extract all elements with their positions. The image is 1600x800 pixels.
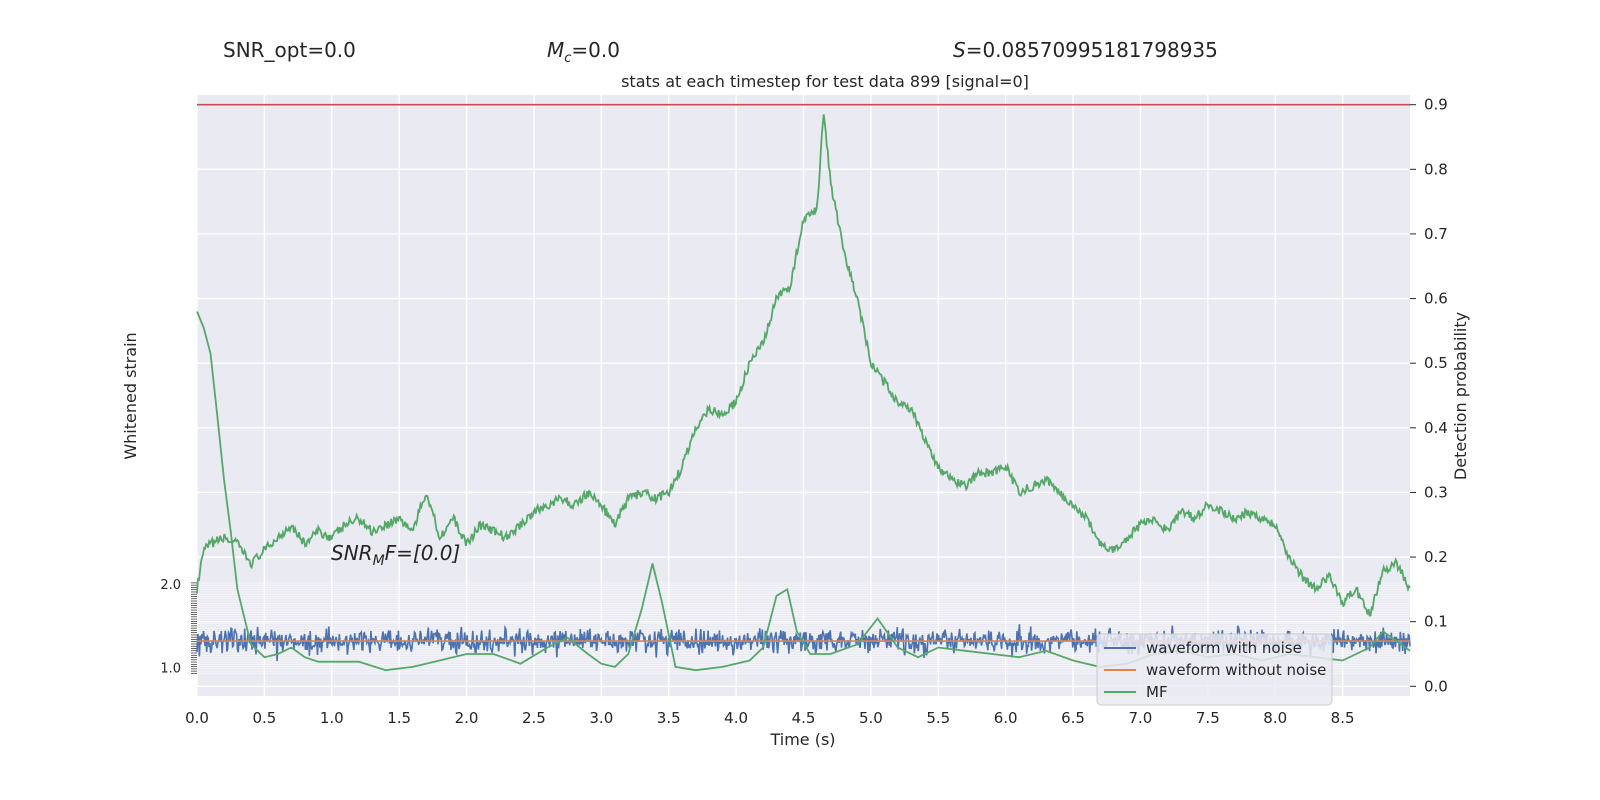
y-axis-label-left: Whitened strain [121,332,140,459]
strain-axis: 2.0 1.0 [160,578,1410,676]
legend: waveform with noise waveform without noi… [1096,633,1333,706]
y-axis-right: 0.0 0.1 0.2 0.3 0.4 0.5 0.6 0.7 0.8 0.9 [1410,96,1448,695]
x-tick-label: 4.5 [792,709,816,727]
y-tick-label: 0.9 [1424,96,1448,114]
x-tick-label: 4.0 [724,709,748,727]
chirp-mass-symbol: M [547,38,565,62]
x-tick-label: 7.0 [1129,709,1153,727]
x-tick-label: 5.5 [926,709,950,727]
chirp-mass-subscript: c [564,51,572,66]
x-tick-label: 8.5 [1331,709,1355,727]
legend-box [1096,633,1333,706]
y-axis-label-right: Detection probability [1451,312,1470,480]
s-symbol: S [953,38,966,62]
chirp-mass-label: Mc=0.0 [547,38,620,66]
x-tick-label: 6.5 [1061,709,1085,727]
strain-tick-top: 2.0 [160,578,181,593]
x-tick-label: 2.5 [522,709,546,727]
s-statistic-label: S=0.08570995181798935 [953,38,1218,62]
chirp-mass-value: =0.0 [571,38,620,62]
y-tick-label: 0.4 [1424,419,1448,437]
x-tick-label: 0.5 [252,709,276,727]
snr-mf-annotation: SNRMF=[0.0] [331,541,460,569]
strain-tick-bottom: 1.0 [160,661,181,676]
y-tick-label: 0.3 [1424,483,1448,501]
x-tick-label: 8.0 [1263,709,1287,727]
x-tick-label: 1.0 [320,709,344,727]
y-tick-label: 0.2 [1424,548,1448,566]
x-tick-label: 3.0 [589,709,613,727]
x-tick-label: 1.5 [387,709,411,727]
y-tick-label: 0.8 [1424,160,1448,178]
snr-opt-label: SNR_opt=0.0 [223,38,356,62]
detection-probability-line [196,114,1411,617]
y-tick-label: 0.0 [1424,677,1448,695]
snr-mf-sub: M [373,553,385,569]
s-value: =0.08570995181798935 [965,38,1218,62]
chart-title: stats at each timestep for test data 899… [621,72,1029,91]
snr-mf-base: SNR [331,541,373,565]
legend-label-mf: MF [1146,683,1168,701]
x-tick-label: 6.0 [994,709,1018,727]
legend-label-clean: waveform without noise [1146,661,1326,679]
snr-mf-rest: F=[0.0] [385,541,461,565]
y-tick-label: 0.7 [1424,225,1448,243]
x-tick-label: 2.0 [455,709,479,727]
x-tick-label: 5.0 [859,709,883,727]
legend-label-noise: waveform with noise [1146,639,1302,657]
x-tick-label: 3.5 [657,709,681,727]
x-axis: 0.0 0.5 1.0 1.5 2.0 2.5 3.0 3.5 4.0 4.5 5.0 5.5 6.0 6… [185,709,1354,727]
x-axis-label: Time (s) [769,730,835,749]
y-tick-label: 0.6 [1424,290,1448,308]
y-tick-label: 0.1 [1424,613,1448,631]
x-tick-label: 0.0 [185,709,209,727]
x-tick-label: 7.5 [1196,709,1220,727]
y-tick-label: 0.5 [1424,354,1448,372]
